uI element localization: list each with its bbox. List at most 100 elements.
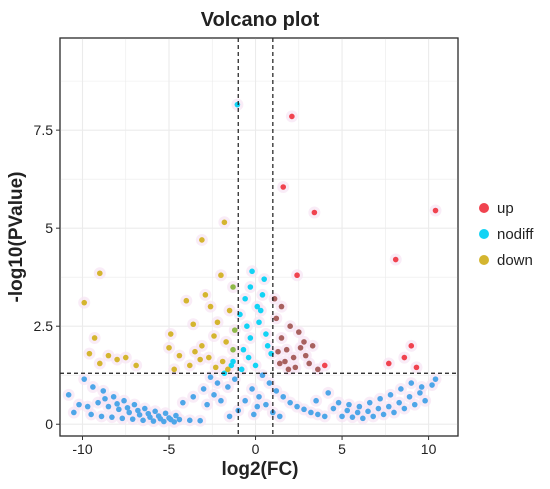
nodiff-point xyxy=(240,346,247,353)
down-point xyxy=(114,356,120,363)
nodiff-point xyxy=(155,413,162,419)
down-point xyxy=(202,292,209,298)
nodiff-point xyxy=(301,406,307,413)
legend: up nodiff down xyxy=(479,200,534,269)
down-point xyxy=(192,348,198,355)
nodiff-point xyxy=(387,392,394,398)
x-tick-label: 10 xyxy=(421,441,437,457)
nodiff-point xyxy=(315,411,321,418)
down-point xyxy=(231,327,238,333)
nodiff-point xyxy=(119,415,126,422)
up-point xyxy=(278,303,285,310)
up-point xyxy=(413,364,420,371)
x-tick-label: -10 xyxy=(72,441,92,457)
up-point xyxy=(321,362,328,369)
up-point xyxy=(276,360,283,367)
nodiff-point xyxy=(102,395,108,402)
down-point xyxy=(212,364,219,371)
down-point xyxy=(167,331,174,337)
nodiff-point xyxy=(190,393,197,400)
down-point xyxy=(218,272,224,279)
down-point xyxy=(219,358,226,365)
up-point xyxy=(290,354,297,361)
legend-down-label: down xyxy=(497,252,533,269)
nodiff-point xyxy=(325,390,332,396)
nodiff-point xyxy=(360,415,366,422)
nodiff-point xyxy=(370,413,377,420)
series-down-points xyxy=(81,219,238,373)
up-point xyxy=(273,315,280,322)
nodiff-point xyxy=(245,354,252,361)
up-point xyxy=(275,348,281,355)
up-point xyxy=(315,366,321,373)
nodiff-point xyxy=(247,284,254,290)
down-point xyxy=(81,299,88,306)
y-axis-label: -log10(PValue) xyxy=(6,172,27,303)
down-point xyxy=(199,237,205,243)
nodiff-point xyxy=(225,384,231,390)
nodiff-point xyxy=(204,401,210,408)
down-point xyxy=(186,362,193,369)
nodiff-point xyxy=(432,376,439,382)
nodiff-point xyxy=(344,407,351,414)
nodiff-point xyxy=(356,403,363,410)
x-axis-ticks: -10 -5 0 5 10 xyxy=(72,436,437,457)
nodiff-point xyxy=(354,409,361,416)
nodiff-point xyxy=(234,101,241,108)
nodiff-point xyxy=(109,414,115,420)
nodiff-point xyxy=(313,397,319,404)
nodiff-point xyxy=(256,319,262,326)
nodiff-point xyxy=(249,386,255,392)
up-point xyxy=(285,366,292,373)
nodiff-point xyxy=(273,388,280,394)
nodiff-point xyxy=(244,323,250,330)
threshold-lines xyxy=(60,38,458,436)
down-point xyxy=(206,354,212,361)
legend-down-marker xyxy=(479,255,489,265)
nodiff-point xyxy=(65,392,72,398)
down-point xyxy=(166,344,172,351)
y-axis-ticks: 0 2.5 5 7.5 xyxy=(34,122,60,432)
nodiff-point xyxy=(247,335,254,341)
nodiff-point xyxy=(263,401,269,408)
down-point xyxy=(91,335,98,341)
nodiff-point xyxy=(251,411,257,418)
down-point xyxy=(86,350,93,357)
y-tick-label: 2.5 xyxy=(34,318,54,334)
down-point xyxy=(105,352,112,359)
up-point xyxy=(432,207,439,214)
down-point xyxy=(214,319,221,326)
up-point xyxy=(311,209,318,216)
up-point xyxy=(294,272,300,279)
nodiff-point xyxy=(228,362,235,369)
nodiff-point xyxy=(200,386,207,392)
nodiff-point xyxy=(186,417,193,424)
nodiff-point xyxy=(308,409,314,416)
nodiff-point xyxy=(84,403,91,410)
nodiff-point xyxy=(276,413,283,420)
down-point xyxy=(133,362,139,369)
nodiff-point xyxy=(254,303,261,310)
up-point xyxy=(287,323,293,330)
up-point xyxy=(282,358,288,365)
nodiff-point xyxy=(95,399,101,406)
nodiff-point xyxy=(280,393,287,400)
legend-nodiff-marker xyxy=(479,229,489,239)
x-axis-label: log2(FC) xyxy=(221,459,298,480)
nodiff-point xyxy=(417,390,423,396)
nodiff-point xyxy=(226,413,233,420)
series-up-points xyxy=(271,113,439,373)
up-point xyxy=(392,256,399,263)
y-tick-label: 5 xyxy=(45,220,53,236)
up-point xyxy=(385,360,392,367)
nodiff-point xyxy=(294,403,300,410)
up-point xyxy=(401,354,408,361)
nodiff-point xyxy=(252,362,259,369)
nodiff-point xyxy=(349,414,356,420)
nodiff-point xyxy=(110,393,117,400)
nodiff-point xyxy=(145,410,152,417)
nodiff-point xyxy=(242,397,248,404)
legend-up-label: up xyxy=(497,200,514,217)
nodiff-point xyxy=(136,412,143,418)
